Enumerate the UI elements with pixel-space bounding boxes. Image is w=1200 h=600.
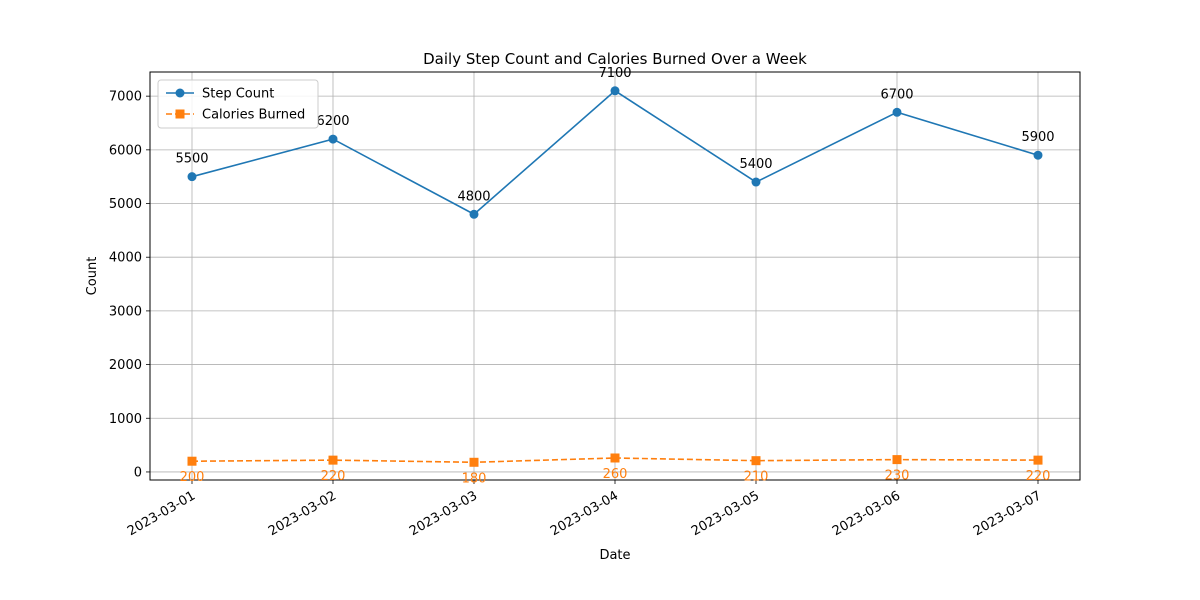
series-layer — [187, 86, 1043, 467]
series-point — [187, 456, 197, 466]
series-point — [610, 86, 620, 96]
y-tick-label: 6000 — [109, 143, 142, 158]
data-label: 220 — [321, 469, 346, 484]
data-label: 260 — [603, 467, 628, 482]
legend-marker — [175, 109, 185, 119]
chart-title: Daily Step Count and Calories Burned Ove… — [423, 50, 807, 68]
y-tick-label: 5000 — [109, 197, 142, 212]
y-tick-label: 7000 — [109, 90, 142, 105]
series-point — [892, 455, 902, 465]
series-point — [469, 209, 479, 219]
series-point — [328, 134, 338, 144]
y-tick-label: 2000 — [109, 358, 142, 373]
data-label: 7100 — [598, 66, 631, 81]
series-point — [1033, 455, 1043, 465]
data-label: 210 — [744, 470, 769, 485]
legend: Step Count Calories Burned — [157, 79, 319, 129]
y-tick-label: 1000 — [109, 412, 142, 427]
series-point — [610, 453, 620, 463]
series-point — [187, 172, 197, 182]
grid — [150, 72, 1080, 480]
series-point — [751, 177, 761, 187]
data-label: 5400 — [739, 157, 772, 172]
y-axis-label: Count — [85, 257, 100, 296]
legend-box — [157, 79, 319, 129]
series-point — [328, 455, 338, 465]
data-label: 4800 — [457, 189, 490, 204]
data-label: 230 — [885, 469, 910, 484]
series-point — [892, 107, 902, 117]
data-labels: 5500 6200 4800 7100 5400 6700 5900 200 220 180 260… — [175, 66, 1054, 486]
data-label: 200 — [180, 470, 205, 485]
data-label: 6200 — [316, 114, 349, 129]
y-tick-label: 4000 — [109, 251, 142, 266]
legend-marker — [175, 88, 185, 98]
series-point — [469, 457, 479, 467]
data-label: 6700 — [880, 87, 913, 102]
legend-label: Calories Burned — [202, 108, 305, 123]
y-tick-label: 3000 — [109, 304, 142, 319]
data-label: 220 — [1026, 469, 1051, 484]
y-tick-label: 0 — [134, 465, 142, 480]
data-label: 180 — [462, 471, 487, 486]
data-label: 5900 — [1021, 130, 1054, 145]
x-axis-label: Date — [599, 548, 630, 563]
data-label: 5500 — [175, 152, 208, 167]
series-point — [751, 456, 761, 466]
series-point — [1033, 150, 1043, 160]
legend-label: Step Count — [202, 87, 274, 102]
